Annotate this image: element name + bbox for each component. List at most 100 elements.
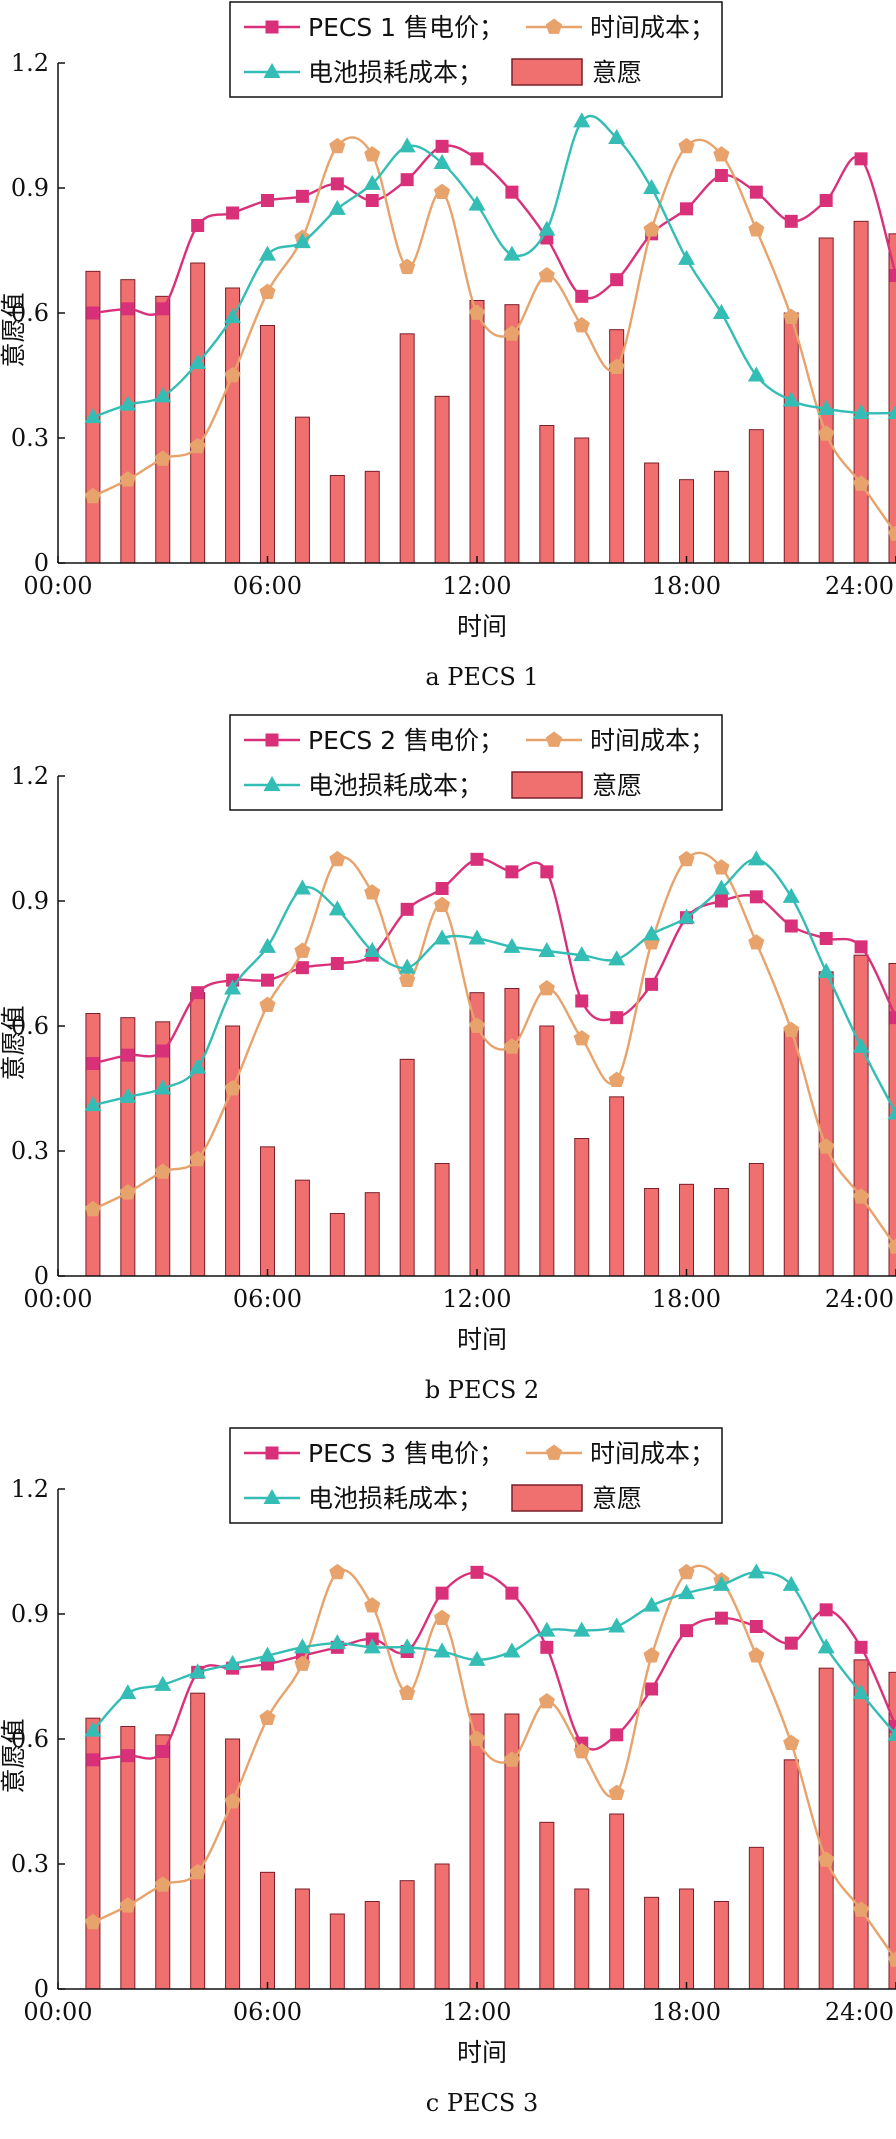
- battery-cost-point: [852, 1684, 870, 1700]
- willingness-bar: [609, 1096, 625, 1277]
- willingness-bar: [818, 971, 834, 1277]
- x-axis-label: 时间: [457, 1325, 507, 1354]
- battery-cost-point: [678, 908, 695, 924]
- battery-cost-point: [887, 1104, 896, 1120]
- battery-cost-point: [224, 979, 242, 995]
- battery-cost-point: [468, 1650, 486, 1666]
- legend-battery-cost-marker: [263, 63, 281, 78]
- legend-price-label: PECS 1 售电价；: [308, 13, 504, 42]
- time-cost-point: [573, 1743, 590, 1759]
- time-cost-point: [84, 1200, 101, 1217]
- price-point: [86, 1057, 100, 1070]
- y-tick-label: 0.9: [11, 1600, 49, 1628]
- willingness-bar: [364, 1901, 380, 1990]
- price-point: [505, 1586, 519, 1600]
- y-axis-label: 意愿值: [0, 292, 28, 367]
- time-cost-point: [399, 971, 416, 988]
- figure-caption: b PECS 2: [425, 1376, 539, 1404]
- price-point: [226, 206, 240, 220]
- time-cost-point: [538, 267, 555, 283]
- y-axis-label: 意愿值: [0, 1718, 28, 1793]
- willingness-bar: [434, 395, 450, 564]
- time-cost-point: [818, 425, 835, 441]
- y-tick-label: 0: [34, 549, 49, 577]
- time-cost-point: [887, 525, 896, 541]
- battery-cost-point: [433, 929, 451, 945]
- time-cost-point: [503, 1038, 520, 1054]
- legend-time-cost-label: 时间成本；: [590, 13, 715, 42]
- willingness-bar: [294, 1179, 310, 1277]
- time-cost-point: [189, 1863, 206, 1880]
- legend-willingness-label: 意愿: [592, 1484, 642, 1513]
- y-axis-label: 意愿值: [0, 1005, 28, 1080]
- y-tick-label: 0.3: [11, 1850, 49, 1878]
- price-point: [121, 1749, 135, 1763]
- price-point: [470, 1565, 484, 1579]
- price-point: [191, 986, 205, 1000]
- battery-cost-point: [119, 1684, 137, 1700]
- price-point: [505, 865, 519, 879]
- time-cost-point: [294, 942, 311, 958]
- battery-cost-point: [712, 1575, 730, 1591]
- legend-frame: [229, 714, 723, 811]
- battery-cost-point: [398, 958, 416, 974]
- battery-cost-point: [747, 850, 765, 866]
- time-cost-point: [294, 1655, 311, 1671]
- willingness-bar: [155, 1734, 171, 1990]
- price-point: [854, 152, 868, 166]
- price-point: [610, 1728, 624, 1742]
- price-point: [749, 185, 763, 199]
- price-point: [854, 1640, 868, 1654]
- battery-cost-point: [328, 199, 346, 215]
- x-tick-label: 00:00: [23, 572, 92, 600]
- battery-cost-point: [84, 1721, 102, 1737]
- time-cost-point: [154, 450, 171, 466]
- time-cost-point: [608, 1071, 625, 1088]
- price-point: [645, 977, 659, 991]
- time-cost-point: [853, 1901, 870, 1917]
- time-cost-point: [189, 1150, 206, 1167]
- time-cost-point: [224, 367, 241, 383]
- chart-pecs-2: 时间 意愿值 b PECS 2 0 0.3 0.6 0.9 1.2 00:00 06:00 1…: [0, 714, 896, 1404]
- battery-cost-point: [817, 1638, 835, 1654]
- price-point: [156, 1044, 170, 1058]
- willingness-bar: [120, 279, 136, 564]
- legend-willingness-swatch: [511, 1484, 583, 1512]
- x-tick-label: 12:00: [442, 1285, 511, 1313]
- battery-cost-point: [189, 1663, 207, 1679]
- time-cost-point: [887, 1951, 896, 1967]
- time-cost-point: [818, 1851, 835, 1867]
- x-tick-label: 12:00: [442, 1998, 511, 2026]
- battery-cost-point: [643, 925, 661, 941]
- battery-cost-point: [398, 137, 416, 153]
- time-cost-point: [643, 1647, 660, 1663]
- time-cost-point: [503, 325, 520, 341]
- x-tick-label: 12:00: [442, 572, 511, 600]
- y-tick-label: 0.3: [11, 424, 49, 452]
- time-cost-point: [119, 471, 136, 487]
- time-cost-point: [224, 1793, 241, 1809]
- battery-cost-point: [259, 1646, 276, 1662]
- battery-cost-point: [887, 404, 896, 419]
- y-tick-label: 0.6: [11, 299, 49, 327]
- time-cost-point: [364, 884, 381, 900]
- battery-cost-point: [224, 1655, 242, 1670]
- willingness-bar: [434, 1863, 450, 1990]
- legend-battery-cost-label: 电池损耗成本；: [308, 771, 483, 800]
- x-tick-label: 00:00: [23, 1285, 92, 1313]
- battery-cost-point: [224, 308, 242, 324]
- time-cost-point: [154, 1876, 171, 1892]
- willingness-bar: [679, 1888, 694, 1990]
- battery-cost-point: [887, 1725, 896, 1741]
- battery-cost-point: [328, 1634, 346, 1650]
- time-cost-point: [399, 258, 416, 275]
- price-point: [680, 202, 693, 216]
- y-tick-label: 1.2: [11, 762, 49, 790]
- willingness-bar: [190, 262, 206, 564]
- price-point: [365, 194, 379, 207]
- willingness-bar: [539, 1025, 555, 1277]
- willingness-bar: [748, 1846, 764, 1990]
- willingness-bar: [679, 479, 694, 564]
- willingness-bar: [574, 1138, 590, 1277]
